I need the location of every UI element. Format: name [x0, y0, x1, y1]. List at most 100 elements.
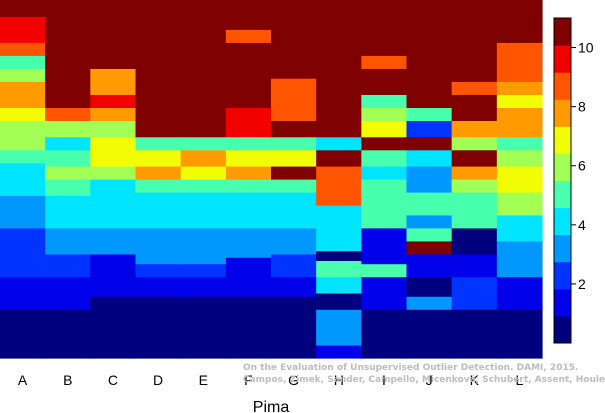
heatmap-cell-D-8: [135, 149, 182, 167]
heatmap-cell-G-9: [271, 120, 317, 138]
heatmap-cell-F-2: [225, 257, 272, 278]
heatmap-cell-D-3: [135, 240, 182, 265]
heatmap-cell-D-6: [135, 179, 182, 193]
heatmap-cell-C-1: [90, 276, 137, 297]
heatmap-cell-I-2: [361, 263, 408, 278]
heatmap-cell-F-14: [225, 0, 272, 30]
heatmap-cell-C-4: [90, 227, 137, 242]
colorbar-swatch-7: [554, 126, 571, 154]
heatmap-cell-F-6: [225, 179, 272, 193]
watermark-line-2: Campos, Zimek, Sander, Campello, Micenko…: [243, 375, 605, 385]
heatmap-cell-H-2: [316, 292, 362, 310]
x-tick-label-H: H: [334, 372, 344, 388]
heatmap-cell-J-11: [406, 120, 453, 138]
colorbar-swatch-8: [554, 99, 571, 127]
colorbar-tick-label-6: 6: [578, 158, 586, 174]
heatmap-cell-A-15: [0, 0, 46, 17]
heatmap-cell-I-1: [361, 276, 408, 310]
heatmap-cell-I-13: [361, 94, 408, 108]
heatmap-cell-B-11: [45, 94, 91, 108]
x-tick-label-E: E: [199, 372, 208, 388]
heatmap-cell-F-11: [225, 107, 272, 122]
heatmap-cell-C-2: [90, 253, 137, 278]
heatmap-cell-F-1: [225, 276, 272, 297]
heatmap-cell-B-6: [45, 165, 91, 180]
x-tick-label-L: L: [516, 372, 524, 388]
heatmap-cell-D-9: [135, 136, 182, 151]
heatmap-cell-D-10: [135, 120, 182, 138]
heatmap-cell-J-3: [406, 253, 453, 278]
heatmap-cell-G-11: [271, 0, 317, 79]
heatmap-cell-H-7: [316, 205, 362, 229]
heatmap-cell-L-12: [496, 42, 543, 69]
heatmap-cell-J-0: [406, 309, 453, 359]
heatmap-cell-B-0: [45, 309, 91, 359]
heatmap-cell-A-10: [0, 81, 46, 95]
heatmap-cell-H-10: [316, 136, 362, 151]
heatmap-cell-J-1: [406, 296, 453, 310]
colorbar-tick-label-8: 8: [578, 99, 586, 115]
heatmap-cell-L-9: [496, 94, 543, 108]
colorbar-swatch-10: [554, 45, 571, 73]
heatmap-cell-A-2: [0, 227, 46, 278]
heatmap-cell-I-19: [361, 0, 408, 4]
watermark-line-1: On the Evaluation of Unsupervised Outlie…: [243, 363, 578, 373]
heatmap-cell-D-2: [135, 263, 182, 278]
heatmap-cell-H-5: [316, 250, 362, 261]
heatmap-cell-F-9: [225, 136, 272, 151]
heatmap-cell-L-15: [496, 0, 543, 17]
heatmap-cell-A-1: [0, 276, 46, 310]
heatmap-cell-G-1: [271, 276, 317, 297]
heatmap-cell-H-0: [316, 344, 362, 359]
heatmap-cell-D-11: [135, 107, 182, 122]
heatmap-cell-D-0: [135, 296, 182, 359]
heatmap-cell-F-10: [225, 120, 272, 138]
heatmap-cell-L-14: [496, 16, 543, 30]
x-tick-label-I: I: [382, 372, 386, 388]
heatmap-cell-A-11: [0, 68, 46, 82]
heatmap-cell-E-9: [180, 136, 227, 151]
heatmap-cell-J-13: [406, 0, 453, 108]
heatmap-cell-A-5: [0, 149, 46, 164]
heatmap-cell-C-0: [90, 296, 137, 359]
heatmap-cell-C-11: [90, 107, 137, 122]
heatmap-cell-L-11: [496, 68, 543, 82]
heatmap-cell-E-12: [180, 42, 227, 109]
heatmap-cell-J-6: [406, 214, 453, 229]
heatmap-cell-A-14: [0, 16, 46, 43]
heatmap-cell-E-3: [180, 240, 227, 265]
heatmap-cell-K-10: [451, 94, 498, 122]
x-axis-title: Pima: [253, 399, 290, 413]
heatmap-cell-H-9: [316, 149, 362, 167]
heatmap-cell-J-12: [406, 107, 453, 122]
colorbar-ticks: 2 4 6 8 10: [571, 40, 594, 292]
heatmap-cell-C-15: [90, 0, 137, 56]
heatmap-cell-A-6: [0, 136, 46, 151]
heatmap-cell-E-13: [180, 16, 227, 43]
heatmap-cell-J-5: [406, 227, 453, 242]
heatmap-cell-I-10: [361, 136, 408, 151]
heatmap-cell-A-8: [0, 107, 46, 122]
heatmap-cell-E-14: [180, 0, 227, 17]
heatmap-cell-C-10: [90, 120, 137, 138]
heatmap-cell-E-4: [180, 227, 227, 242]
heatmap-cell-B-9: [45, 120, 91, 138]
heatmap-cell-B-3: [45, 227, 91, 255]
heatmap-cell-A-4: [0, 162, 46, 196]
heatmap-cell-K-6: [451, 165, 498, 180]
x-tick-label-K: K: [470, 372, 480, 388]
x-tick-label-D: D: [153, 372, 163, 388]
colorbar: [553, 17, 572, 344]
heatmap-cell-A-3: [0, 195, 46, 229]
heatmap-cell-G-8: [271, 136, 317, 151]
x-axis-tick-labels: A B C D E F G H I J K L: [18, 372, 524, 388]
heatmap-cell-K-12: [451, 0, 498, 82]
heatmap-cell-K-1: [451, 276, 498, 310]
heatmap-cell-H-6: [316, 227, 362, 252]
heatmap-cell-I-8: [361, 165, 408, 180]
heatmap-cell-I-6: [361, 192, 408, 216]
heatmap-cell-E-10: [180, 120, 227, 138]
x-tick-label-C: C: [108, 372, 118, 388]
heatmap-cell-F-8: [225, 149, 272, 167]
